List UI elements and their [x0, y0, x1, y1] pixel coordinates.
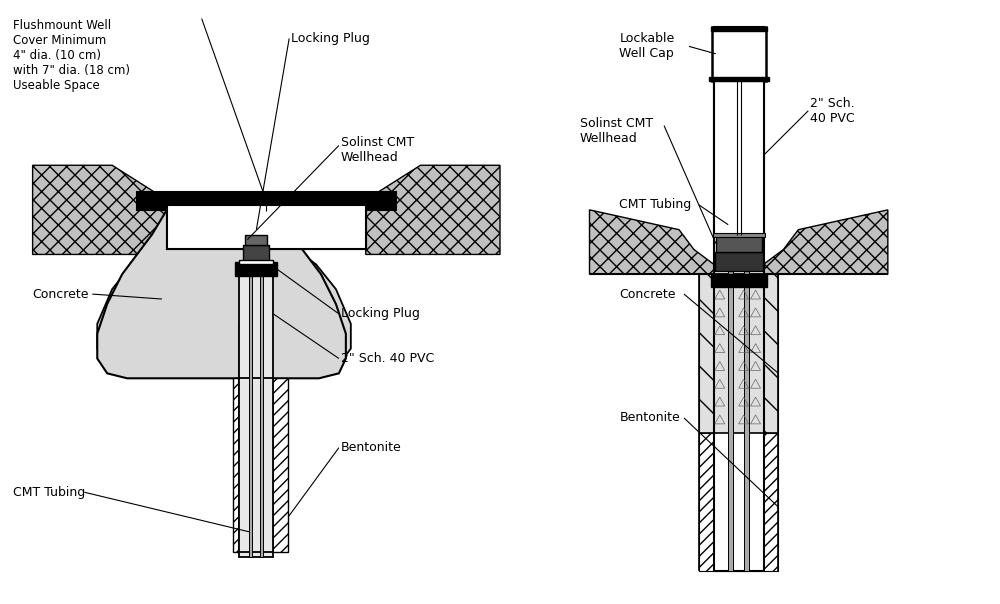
- Bar: [714, 27, 764, 571]
- Bar: [711, 274, 767, 287]
- Bar: [239, 378, 273, 551]
- Text: 2" Sch.
40 PVC: 2" Sch. 40 PVC: [810, 97, 855, 125]
- Polygon shape: [97, 210, 351, 368]
- Text: CMT Tubing: CMT Tubing: [13, 486, 85, 499]
- Bar: [709, 77, 768, 81]
- Bar: [233, 378, 288, 551]
- Bar: [239, 274, 273, 557]
- Text: CMT Tubing: CMT Tubing: [619, 198, 692, 211]
- Text: Bentonite: Bentonite: [619, 411, 680, 425]
- Bar: [716, 234, 762, 252]
- Bar: [714, 433, 764, 571]
- Text: Locking Plug: Locking Plug: [291, 32, 370, 45]
- Bar: [699, 274, 778, 433]
- Bar: [711, 27, 767, 31]
- Text: 2" Sch. 40 PVC: 2" Sch. 40 PVC: [341, 352, 434, 365]
- Bar: [714, 81, 764, 234]
- Text: Flushmount Well
Cover Minimum
4" dia. (10 cm)
with 7" dia. (18 cm)
Useable Space: Flushmount Well Cover Minimum 4" dia. (1…: [13, 19, 130, 92]
- Polygon shape: [764, 210, 888, 274]
- Bar: [714, 274, 764, 433]
- Polygon shape: [590, 210, 714, 274]
- Polygon shape: [97, 210, 346, 378]
- Bar: [243, 245, 269, 262]
- Text: Locking Plug: Locking Plug: [341, 307, 420, 320]
- Polygon shape: [366, 165, 500, 254]
- Bar: [235, 262, 277, 276]
- Bar: [744, 27, 749, 571]
- Bar: [713, 233, 765, 237]
- Text: Solinst CMT
Wellhead: Solinst CMT Wellhead: [580, 117, 653, 144]
- Bar: [712, 27, 766, 81]
- Polygon shape: [33, 165, 167, 254]
- Bar: [239, 260, 273, 265]
- Bar: [699, 433, 778, 571]
- Text: Concrete: Concrete: [619, 288, 676, 301]
- Bar: [167, 205, 366, 249]
- Text: Concrete: Concrete: [33, 288, 89, 301]
- Bar: [728, 27, 733, 571]
- Bar: [715, 252, 763, 271]
- Text: Lockable
Well Cap: Lockable Well Cap: [619, 33, 675, 60]
- Bar: [245, 234, 267, 245]
- Bar: [714, 27, 764, 274]
- Text: Solinst CMT
Wellhead: Solinst CMT Wellhead: [341, 137, 414, 164]
- Bar: [260, 259, 263, 557]
- Bar: [137, 192, 396, 210]
- Text: Bentonite: Bentonite: [341, 441, 402, 454]
- Bar: [249, 259, 252, 557]
- Bar: [167, 205, 366, 249]
